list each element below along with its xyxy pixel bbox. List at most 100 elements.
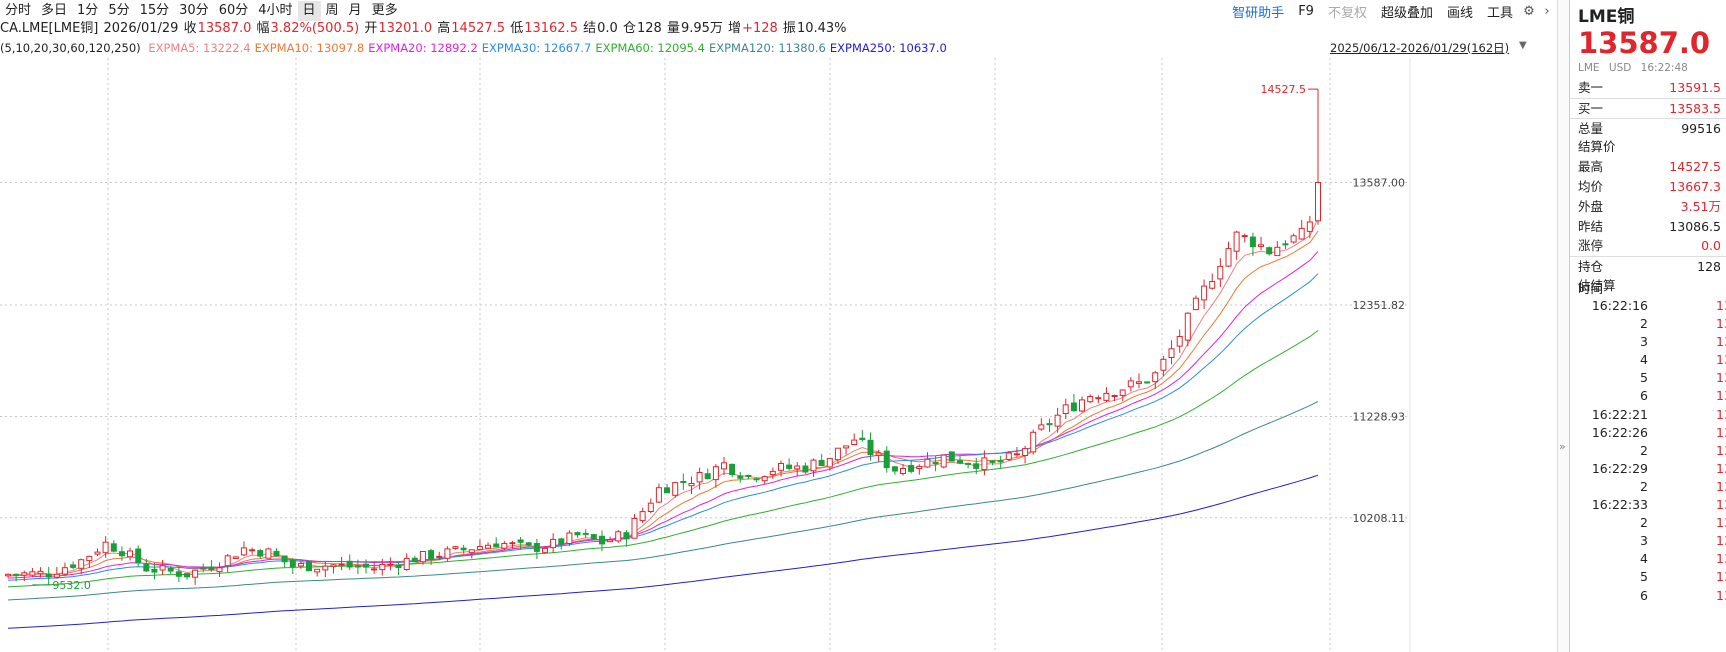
candle-body xyxy=(249,549,256,552)
tick-row: 3 13 xyxy=(1570,532,1726,550)
candle-body xyxy=(599,535,605,545)
panel-collapse-toggle[interactable]: » xyxy=(1557,0,1569,652)
stat-label: 外盘 xyxy=(1578,198,1604,214)
tick-row: 2 13 xyxy=(1570,514,1726,532)
candle-body xyxy=(192,569,199,578)
candle-body xyxy=(468,549,475,554)
candle-body xyxy=(493,543,500,548)
candle-body xyxy=(167,567,174,572)
tick-row: 2 13 xyxy=(1570,315,1726,333)
period-tab[interactable]: 4小时 xyxy=(258,3,293,18)
candle-body xyxy=(208,566,215,571)
expma-params[interactable]: (5,10,20,30,60,120,250) xyxy=(0,41,141,55)
candle-body xyxy=(1176,336,1183,347)
date-range[interactable]: 2025/06/12-2026/01/29(162日) xyxy=(1330,41,1510,55)
candle-body xyxy=(102,541,109,554)
period-tab[interactable]: 更多 xyxy=(371,3,398,18)
chevron-right-icon[interactable]: › xyxy=(1544,3,1550,19)
panel-price: 13587.0 xyxy=(1578,26,1711,60)
candle-body xyxy=(1184,312,1191,341)
candle-body xyxy=(981,457,988,471)
candle-body xyxy=(1111,395,1118,397)
candle-body xyxy=(1119,389,1126,396)
period-tab[interactable]: 1分 xyxy=(77,3,99,18)
candle-body xyxy=(346,560,353,568)
period-tab[interactable]: 15分 xyxy=(139,3,170,18)
candle-body xyxy=(948,451,955,462)
tick-time: 16:22:33 xyxy=(1591,497,1648,513)
tick-price: 13 xyxy=(1716,497,1726,513)
candle-body xyxy=(127,550,133,558)
assistant-button[interactable]: 智研助手 xyxy=(1232,5,1285,21)
period-tab[interactable]: 60分 xyxy=(218,3,249,18)
candle-body xyxy=(265,548,272,559)
change-value: 3.82%(500.5) xyxy=(270,21,360,36)
candle-body xyxy=(5,573,11,577)
candle-body xyxy=(485,544,491,549)
symbol: CA.LME[LME铜] xyxy=(0,21,99,36)
stat-label: 买一 xyxy=(1578,100,1604,116)
period-tab[interactable]: 分时 xyxy=(5,3,32,18)
f9-button[interactable]: F9 xyxy=(1298,3,1314,19)
expma-legend-item: EXPMA120: 11380.6 xyxy=(708,41,826,55)
tools-button[interactable]: 工具 xyxy=(1486,5,1513,21)
period-tab[interactable]: 日 xyxy=(297,1,321,21)
stat-row: 昨结 13086.5 xyxy=(1570,217,1726,237)
candle-body xyxy=(1054,414,1061,427)
quote-line: CA.LME[LME铜] 2026/01/29 收13587.0 幅3.82%(… xyxy=(0,21,847,36)
y-tick-label: 11228.93 xyxy=(1353,410,1406,423)
open-value: 13201.0 xyxy=(378,21,433,36)
super-overlay-button[interactable]: 超级叠加 xyxy=(1380,5,1433,21)
expma-legend-item: EXPMA10: 13097.8 xyxy=(254,41,365,55)
kline-chart[interactable]: 13587.00 12351.82 11228.93 10208.11 14527.5 9… xyxy=(0,58,1556,652)
no-adjust-button[interactable]: 不复权 xyxy=(1327,5,1367,21)
candle-body xyxy=(875,452,882,456)
candle-body xyxy=(1095,397,1102,400)
candle-body xyxy=(818,459,825,466)
max-label: 14527.5 xyxy=(1261,83,1307,96)
period-tab[interactable]: 月 xyxy=(348,3,362,18)
period-tab[interactable]: 多日 xyxy=(41,3,68,18)
candle-body xyxy=(574,532,581,536)
candle-body xyxy=(664,487,670,494)
candle-body xyxy=(924,458,931,468)
candle-body xyxy=(1160,358,1167,371)
candle-body xyxy=(387,563,394,566)
tick-row: 5 13 xyxy=(1570,369,1726,387)
tick-time: 16:22:29 xyxy=(1591,460,1648,476)
stat-row: 外盘 3.51万 xyxy=(1570,197,1726,217)
stat-row: 结算价 xyxy=(1570,137,1726,157)
candle-body xyxy=(542,547,548,553)
candle-body xyxy=(989,460,996,463)
candle-body xyxy=(86,555,93,562)
candle-body xyxy=(851,439,858,446)
tick-price: 13 xyxy=(1716,478,1726,494)
candle-body xyxy=(1046,423,1053,426)
candle-body xyxy=(1225,248,1232,267)
double-chevron-icon[interactable]: » xyxy=(1559,440,1566,453)
period-tab[interactable]: 30分 xyxy=(179,3,209,18)
candle-body xyxy=(1062,404,1069,414)
draw-line-button[interactable]: 画线 xyxy=(1446,5,1473,21)
tick-time: 16:22:16 xyxy=(1591,298,1648,313)
tick-row: 4 13 xyxy=(1570,550,1726,568)
stat-label: 卖一 xyxy=(1578,80,1604,95)
candle-body xyxy=(257,550,264,557)
period-tab[interactable]: 周 xyxy=(325,3,339,18)
candle-body xyxy=(306,560,312,572)
candle-body xyxy=(973,463,980,469)
candle-body xyxy=(21,572,28,576)
toolbar: 分时 多日 1分 5分 15分 30分 60分 4小时日周月更多 智研助手 F9 不复权 超级… xyxy=(0,0,1556,22)
period-tab[interactable]: 5分 xyxy=(108,3,130,18)
dropdown-arrow-icon[interactable]: ▼ xyxy=(1519,40,1527,51)
candle-body xyxy=(582,532,589,535)
candle-body xyxy=(1127,380,1134,388)
tick-time: 16:22:26 xyxy=(1591,424,1648,440)
tick-row: 16:22:16 13 xyxy=(1570,297,1726,315)
expma-line xyxy=(7,330,1319,588)
increase-value: +128 xyxy=(742,21,778,36)
gear-icon[interactable]: ⚙ xyxy=(1523,3,1535,19)
tick-price: 13 xyxy=(1716,460,1726,476)
candle-body xyxy=(1079,399,1085,412)
candle-body xyxy=(558,538,565,545)
